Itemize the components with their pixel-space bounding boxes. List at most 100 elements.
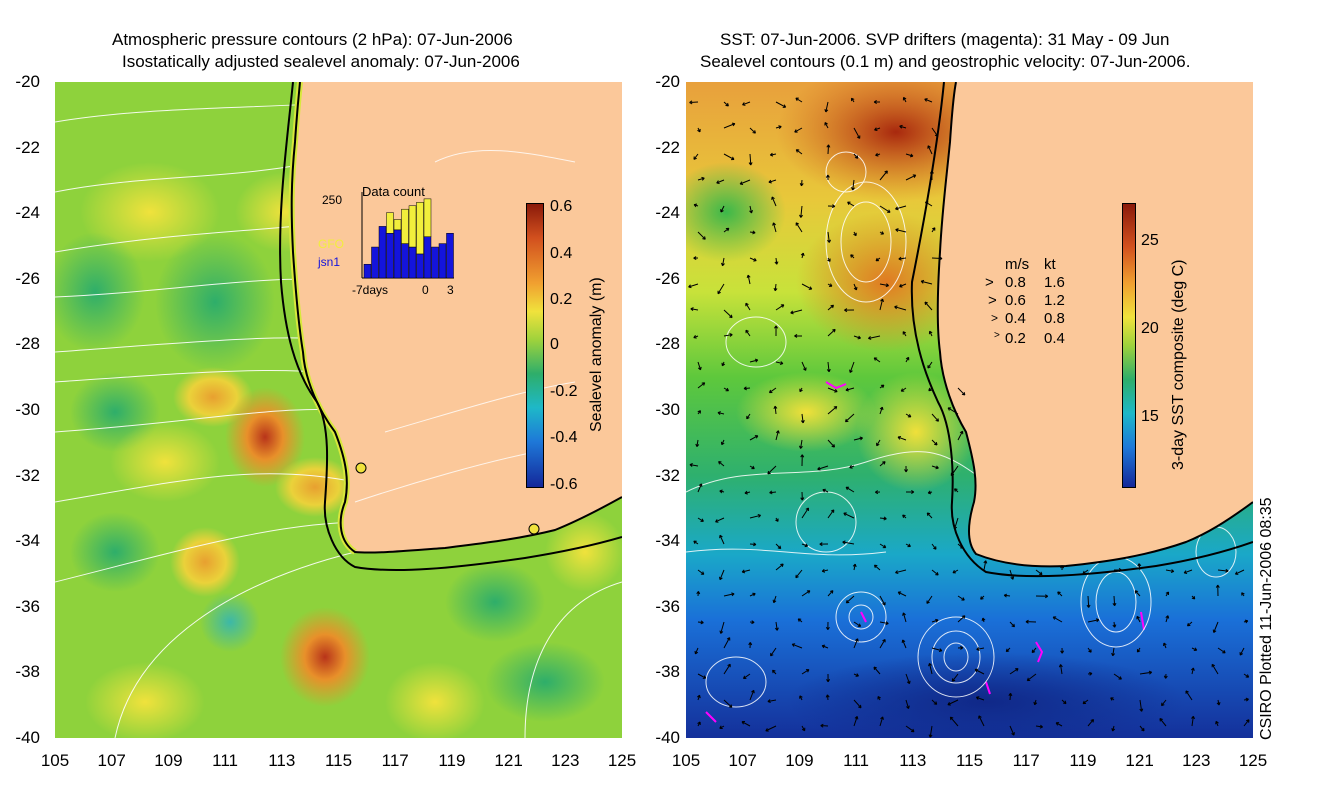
velocity-arrow: [772, 669, 777, 675]
left-ylabel: -26: [15, 268, 40, 288]
data-count-inset: Data count 250 GFO jsn1 -7days 0 3: [317, 184, 454, 297]
velocity-arrow: [723, 592, 735, 597]
velocity-arrow: [693, 153, 699, 160]
velocity-arrow: [772, 222, 777, 233]
velocity-arrow: [827, 590, 834, 597]
velocity-arrow: [931, 413, 940, 422]
left-cb-tick-5: -0.4: [550, 429, 578, 446]
velocity-arrow: [957, 387, 966, 396]
velocity-arrow: [749, 592, 756, 597]
right-title-line2: Sealevel contours (0.1 m) and geostrophi…: [700, 52, 1191, 71]
velocity-arrow: [1025, 619, 1037, 624]
vel-legend-ms-1: 0.6: [1005, 292, 1026, 309]
velocity-arrow: [1026, 673, 1037, 682]
velocity-arrow: [931, 618, 939, 623]
velocity-arrow: [799, 387, 803, 393]
velocity-arrow: [1191, 715, 1196, 727]
velocity-arrow: [879, 716, 884, 727]
velocity-arrow: [980, 595, 985, 600]
velocity-arrow: [1087, 618, 1100, 623]
velocity-arrow: [749, 513, 762, 519]
velocity-arrow: [697, 517, 704, 522]
velocity-arrow: [799, 205, 803, 218]
left-ylabel: -40: [15, 728, 40, 747]
velocity-arrow: [1111, 647, 1116, 657]
velocity-arrow: [879, 595, 886, 606]
velocity-arrow: [721, 361, 726, 367]
velocity-arrow: [1031, 647, 1037, 654]
velocity-arrow: [769, 152, 777, 157]
inset-bar-jsn1: [416, 253, 424, 279]
velocity-arrow: [931, 699, 938, 705]
velocity-arrow: [800, 454, 805, 467]
left-xlabel: 109: [154, 751, 183, 770]
velocity-arrow: [745, 329, 751, 337]
velocity-arrow: [928, 387, 933, 392]
velocity-arrow: [693, 335, 699, 339]
velocity-arrow: [697, 673, 707, 679]
velocity-arrow: [723, 699, 733, 708]
velocity-arrow: [879, 170, 888, 181]
inset-bar-jsn1: [431, 246, 439, 279]
velocity-arrow: [974, 668, 985, 675]
right-title-line1: SST: 07-Jun-2006. SVP drifters (magenta)…: [720, 30, 1170, 49]
velocity-arrow: [845, 486, 855, 493]
right-xlabel: 111: [843, 751, 870, 770]
velocity-arrow: [1215, 584, 1220, 597]
velocity-arrow: [775, 125, 782, 130]
velocity-arrow: [697, 361, 702, 371]
velocity-arrow: [694, 647, 699, 655]
right-map-panel: [666, 62, 1254, 752]
velocity-arrow: [1057, 591, 1063, 597]
velocity-arrow: [1137, 563, 1142, 571]
inset-bar-jsn1: [408, 246, 417, 279]
velocity-arrow: [879, 205, 891, 213]
inset-bar-gfo: [416, 202, 424, 255]
velocity-arrow: [927, 490, 933, 495]
velocity-arrow: [768, 387, 777, 394]
velocity-arrow: [827, 439, 836, 448]
velocity-arrow: [801, 725, 806, 732]
velocity-arrow: [1060, 647, 1065, 654]
left-cb-tick-4: -0.2: [550, 383, 578, 400]
velocity-arrow: [1005, 647, 1011, 653]
velocity-arrow: [849, 465, 855, 469]
velocity-arrow: [1165, 615, 1170, 623]
velocity-arrow: [697, 620, 704, 625]
velocity-arrow: [797, 618, 803, 623]
velocity-arrow: [1190, 667, 1195, 675]
velocity-arrow: [746, 413, 751, 420]
left-title-line2: Isostatically adjusted sealevel anomaly:…: [122, 52, 520, 71]
velocity-arrow: [957, 645, 964, 650]
right-ylabel: -38: [655, 662, 680, 682]
inset-bar-gfo: [393, 219, 402, 231]
inset-bar-jsn1: [393, 229, 402, 279]
velocity-arrow: [874, 127, 881, 132]
velocity-arrow: [1217, 568, 1229, 573]
left-title-line1: Atmospheric pressure contours (2 hPa): 0…: [112, 30, 513, 49]
velocity-arrow: [895, 205, 907, 211]
velocity-arrow: [771, 196, 777, 207]
velocity-arrow: [749, 689, 755, 701]
velocity-arrow: [975, 696, 985, 701]
vel-legend-ms-3: 0.2: [1005, 330, 1026, 347]
velocity-arrow: [931, 465, 939, 470]
velocity-arrow: [742, 101, 751, 106]
velocity-arrow: [801, 669, 810, 675]
left-cb-tick-0: 0.6: [550, 198, 573, 215]
right-xlabel: 117: [1012, 751, 1040, 770]
velocity-arrow: [775, 517, 779, 522]
velocity-arrow: [1183, 569, 1193, 574]
velocity-arrow: [957, 615, 966, 623]
vel-legend-arrow-3: >: [994, 330, 1000, 341]
velocity-arrow: [773, 283, 778, 292]
velocity-arrow: [749, 257, 757, 262]
velocity-arrow: [1243, 697, 1249, 702]
velocity-arrow: [873, 666, 881, 675]
right-ylabel: -32: [655, 465, 680, 485]
inset-bar-jsn1: [423, 236, 432, 279]
velocity-arrow: [693, 540, 699, 545]
velocity-arrow: [825, 621, 830, 631]
velocity-arrow: [1009, 668, 1019, 675]
velocity-arrow: [697, 382, 706, 389]
